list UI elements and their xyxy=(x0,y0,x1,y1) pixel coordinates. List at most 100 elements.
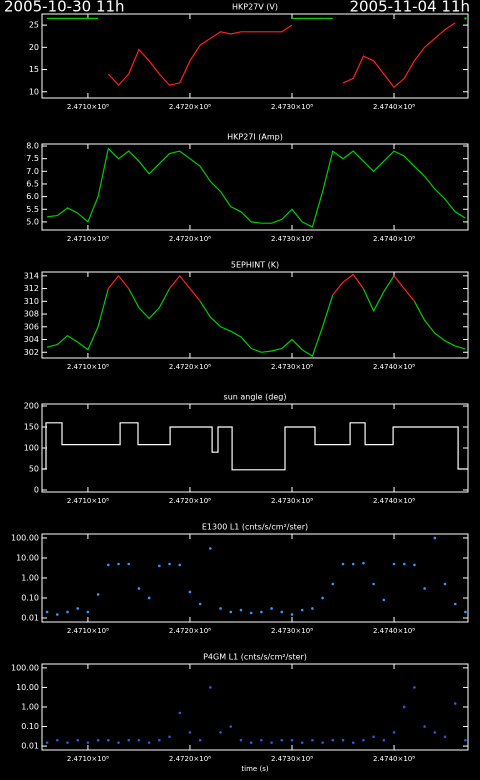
data-point xyxy=(433,731,437,734)
x-tick-label: 2.4710×10⁸ xyxy=(67,363,109,371)
x-axis-label: time (s) xyxy=(241,765,268,773)
data-point xyxy=(290,738,294,742)
data-point xyxy=(423,725,426,728)
data-point xyxy=(158,738,161,742)
data-point xyxy=(300,608,304,612)
data-point xyxy=(168,562,171,566)
data-point xyxy=(188,731,192,734)
data-point xyxy=(178,711,182,715)
y-tick-label: 100.00 xyxy=(11,663,39,672)
data-point xyxy=(249,741,253,744)
data-point xyxy=(147,741,151,744)
y-tick-label: 6.0 xyxy=(26,192,39,201)
data-point xyxy=(423,587,426,590)
y-tick-label: 304 xyxy=(24,335,39,344)
data-line xyxy=(107,274,130,289)
data-point xyxy=(433,536,437,540)
panel-title: 5EPHINT (K) xyxy=(231,261,279,270)
data-point xyxy=(137,738,141,742)
data-point xyxy=(96,738,100,742)
data-point xyxy=(56,738,59,742)
data-point xyxy=(280,610,284,614)
y-tick-label: 100.00 xyxy=(11,533,39,542)
start-time: 2005-10-30 11h xyxy=(4,0,125,16)
plot-frame xyxy=(41,13,469,99)
data-point xyxy=(453,702,457,705)
data-point xyxy=(45,741,49,744)
data-line xyxy=(393,275,415,302)
y-tick-label: 310 xyxy=(24,297,39,306)
data-point xyxy=(402,705,406,709)
x-tick-label: 2.4720×10⁸ xyxy=(169,755,211,763)
y-tick-label: 200 xyxy=(24,402,39,411)
data-point xyxy=(311,607,314,610)
y-tick-label: 0.10 xyxy=(21,593,39,602)
plot-frame xyxy=(41,271,469,359)
y-tick-label: 0.01 xyxy=(21,613,39,622)
y-tick-label: 20 xyxy=(29,43,39,52)
data-line xyxy=(169,274,201,302)
x-tick-label: 2.4740×10⁸ xyxy=(373,363,415,371)
data-point xyxy=(239,608,243,612)
data-point xyxy=(76,738,80,742)
data-point xyxy=(321,741,324,744)
data-point xyxy=(413,686,416,689)
data-point xyxy=(443,735,447,739)
y-tick-label: 10.00 xyxy=(16,683,39,692)
data-point xyxy=(76,607,80,610)
y-tick-label: 302 xyxy=(24,348,39,357)
data-point xyxy=(270,607,273,610)
x-tick-label: 2.4720×10⁸ xyxy=(169,627,211,635)
data-point xyxy=(137,587,141,590)
data-point xyxy=(351,562,355,566)
data-point xyxy=(392,731,396,734)
panel-title: P4GM L1 (cnts/s/cm²/ster) xyxy=(203,653,307,662)
x-tick-label: 2.4740×10⁸ xyxy=(373,235,415,243)
data-point xyxy=(453,602,457,606)
y-tick-label: 1.00 xyxy=(21,573,39,582)
data-point xyxy=(402,562,406,566)
data-point xyxy=(372,735,375,739)
x-tick-label: 2.4740×10⁸ xyxy=(373,497,415,505)
y-tick-label: 50 xyxy=(29,464,39,473)
data-point xyxy=(270,741,273,744)
x-tick-label: 2.4730×10⁸ xyxy=(271,497,313,505)
data-line xyxy=(362,275,395,313)
data-point xyxy=(107,738,110,742)
x-tick-label: 2.4720×10⁸ xyxy=(169,497,211,505)
data-point xyxy=(372,582,375,586)
data-point xyxy=(219,731,222,734)
data-point xyxy=(127,738,131,742)
data-point xyxy=(158,564,161,568)
y-tick-label: 0.10 xyxy=(21,722,39,731)
x-tick-label: 2.4740×10⁸ xyxy=(373,627,415,635)
x-tick-label: 2.4710×10⁸ xyxy=(67,627,109,635)
y-tick-label: 5.5 xyxy=(26,205,39,214)
data-point xyxy=(260,738,263,742)
data-point xyxy=(382,598,386,602)
data-point xyxy=(66,741,69,744)
data-point xyxy=(188,590,192,594)
panel-title: sun angle (deg) xyxy=(224,393,287,402)
y-tick-label: 100 xyxy=(24,444,39,453)
y-tick-label: 312 xyxy=(24,284,39,293)
y-tick-label: 8.0 xyxy=(26,142,39,151)
data-point xyxy=(198,738,202,742)
data-point xyxy=(331,582,335,586)
data-point xyxy=(209,547,212,550)
x-tick-label: 2.4720×10⁸ xyxy=(169,235,211,243)
y-tick-label: 0 xyxy=(34,485,39,494)
panel-title: HKP27V (V) xyxy=(232,3,278,12)
data-point xyxy=(321,596,324,600)
x-tick-label: 2.4710×10⁸ xyxy=(67,103,109,111)
data-point xyxy=(86,741,90,744)
data-point xyxy=(351,741,355,744)
y-tick-label: 10.00 xyxy=(16,553,39,562)
data-point xyxy=(229,610,233,614)
data-point xyxy=(464,610,467,614)
x-tick-label: 2.4730×10⁸ xyxy=(271,235,313,243)
data-point xyxy=(66,610,69,614)
y-tick-label: 15 xyxy=(29,65,39,74)
